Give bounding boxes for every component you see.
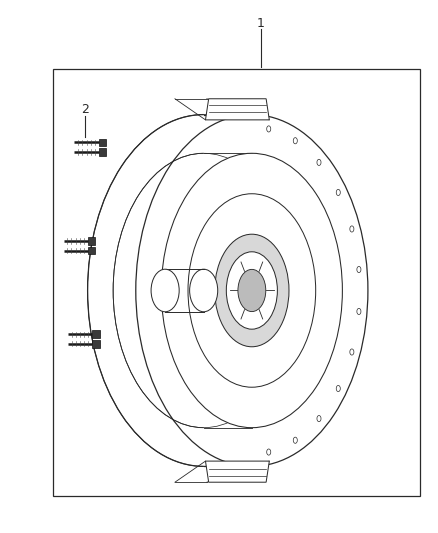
Text: 2: 2 <box>81 103 89 116</box>
Text: 1: 1 <box>257 18 265 30</box>
Ellipse shape <box>336 385 340 392</box>
Ellipse shape <box>350 226 354 232</box>
Bar <box>92 330 100 338</box>
Ellipse shape <box>226 252 277 329</box>
Ellipse shape <box>317 159 321 165</box>
Ellipse shape <box>136 115 368 466</box>
Ellipse shape <box>188 193 316 387</box>
Ellipse shape <box>238 269 266 312</box>
Ellipse shape <box>336 189 340 196</box>
Ellipse shape <box>357 266 361 272</box>
Ellipse shape <box>190 269 218 312</box>
Bar <box>92 340 100 348</box>
Polygon shape <box>205 461 269 482</box>
Bar <box>88 247 95 254</box>
Ellipse shape <box>151 269 179 312</box>
Bar <box>88 237 95 245</box>
Ellipse shape <box>357 309 361 314</box>
Bar <box>99 139 106 146</box>
Ellipse shape <box>317 416 321 422</box>
Polygon shape <box>205 99 269 120</box>
Ellipse shape <box>215 234 289 347</box>
Ellipse shape <box>350 349 354 355</box>
Ellipse shape <box>267 126 271 132</box>
Bar <box>99 148 106 156</box>
Ellipse shape <box>293 138 297 144</box>
Ellipse shape <box>293 437 297 443</box>
Ellipse shape <box>161 154 343 427</box>
Ellipse shape <box>267 449 271 455</box>
Bar <box>53 69 420 496</box>
